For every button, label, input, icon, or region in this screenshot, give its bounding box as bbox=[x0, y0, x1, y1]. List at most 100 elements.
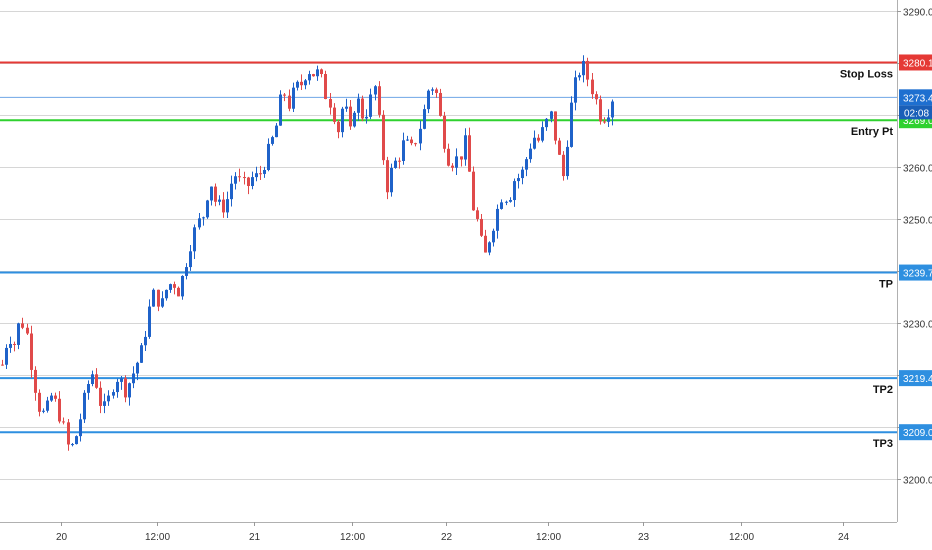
x-axis-ticks: 20 12:00 21 12:00 22 12:00 23 12:00 24 bbox=[56, 522, 850, 543]
candle-body bbox=[566, 146, 569, 177]
candle-body bbox=[128, 383, 131, 398]
level-label: TP2 bbox=[873, 384, 893, 396]
candle-body bbox=[144, 336, 147, 346]
candle-body bbox=[333, 107, 336, 122]
candle-body bbox=[517, 178, 520, 182]
candle-body bbox=[300, 81, 303, 86]
price-badge-text: 3209.0 bbox=[903, 428, 932, 439]
candle-body bbox=[62, 421, 65, 423]
candle-body bbox=[120, 378, 123, 382]
candle-body bbox=[99, 387, 102, 406]
candle-body bbox=[152, 289, 155, 307]
candle-body bbox=[492, 230, 495, 243]
candle-body bbox=[218, 199, 221, 202]
candle-body bbox=[488, 242, 491, 253]
candle-body bbox=[550, 111, 553, 119]
price-badge-text: 3269.0 bbox=[903, 116, 932, 127]
candle-body bbox=[38, 392, 41, 412]
candle-body bbox=[267, 143, 270, 170]
candle-body bbox=[537, 137, 540, 141]
candle-body bbox=[496, 208, 499, 231]
candle-body bbox=[349, 106, 352, 127]
candle-body bbox=[541, 127, 544, 141]
candle-body bbox=[5, 347, 8, 365]
candle-body bbox=[521, 169, 524, 179]
candle-body bbox=[230, 183, 233, 200]
level-label: TP3 bbox=[873, 438, 893, 450]
candles bbox=[1, 55, 614, 451]
candle-body bbox=[198, 218, 201, 228]
level-label: TP bbox=[879, 279, 893, 291]
candle-body bbox=[558, 140, 561, 155]
candle-body bbox=[210, 186, 213, 201]
level-lines bbox=[0, 61, 897, 434]
candle-body bbox=[308, 74, 311, 81]
x-tick-label: 24 bbox=[838, 532, 850, 543]
x-tick-label: 12:00 bbox=[729, 532, 754, 543]
candle-body bbox=[189, 251, 192, 268]
candle-body bbox=[410, 139, 413, 144]
y-tick-label: 3290.0 bbox=[903, 8, 932, 19]
candle-body bbox=[42, 410, 45, 412]
candle-body bbox=[181, 275, 184, 297]
candle-body bbox=[603, 121, 606, 123]
candle-body bbox=[509, 200, 512, 202]
candle-body bbox=[390, 167, 393, 193]
y-tick-label: 3230.0 bbox=[903, 320, 932, 331]
candle-body bbox=[406, 139, 409, 141]
candle-body bbox=[386, 160, 389, 193]
candle-body bbox=[439, 92, 442, 116]
candle-body bbox=[279, 94, 282, 126]
candle-body bbox=[202, 217, 205, 219]
y-tick-label: 3260.0 bbox=[903, 164, 932, 175]
candle-body bbox=[165, 289, 168, 299]
candle-body bbox=[591, 79, 594, 95]
candle-body bbox=[431, 89, 434, 91]
candle-body bbox=[132, 373, 135, 384]
candle-body bbox=[173, 284, 176, 288]
candle-body bbox=[423, 109, 426, 129]
candle-body bbox=[595, 94, 598, 100]
countdown-badge bbox=[899, 105, 932, 120]
candle-body bbox=[533, 137, 536, 149]
candle-body bbox=[341, 108, 344, 133]
y-axis-ticks: 3200.03210.03220.03230.03240.03250.03260… bbox=[897, 8, 932, 487]
y-tick-label: 3200.0 bbox=[903, 476, 932, 487]
candle-body bbox=[427, 90, 430, 110]
last-price-badge-text: 3273.4 bbox=[903, 93, 932, 104]
candle-body bbox=[468, 135, 471, 172]
candle-body bbox=[34, 369, 37, 393]
candle-body bbox=[374, 86, 377, 95]
candle-body bbox=[238, 176, 241, 178]
candle-body bbox=[58, 398, 61, 422]
candle-body bbox=[394, 160, 397, 168]
candle-body bbox=[116, 381, 119, 393]
candle-body bbox=[570, 102, 573, 147]
candle-body bbox=[611, 101, 614, 118]
candle-body bbox=[169, 284, 172, 290]
candle-body bbox=[574, 77, 577, 103]
x-tick-label: 20 bbox=[56, 532, 68, 543]
candle-body bbox=[443, 115, 446, 149]
candle-body bbox=[259, 173, 262, 175]
candle-body bbox=[185, 267, 188, 276]
x-tick-label: 12:00 bbox=[536, 532, 561, 543]
candle-body bbox=[382, 114, 385, 161]
candle-body bbox=[124, 378, 127, 398]
candle-body bbox=[234, 176, 237, 184]
candle-body bbox=[46, 400, 49, 411]
candle-body bbox=[275, 125, 278, 138]
candle-body bbox=[398, 160, 401, 162]
price-badge bbox=[899, 264, 932, 281]
candle-body bbox=[324, 73, 327, 100]
candle-body bbox=[136, 362, 139, 374]
price-badge-text: 3219.4 bbox=[903, 374, 932, 385]
candle-body bbox=[271, 137, 274, 144]
candle-body bbox=[17, 323, 20, 345]
candle-body bbox=[79, 419, 82, 437]
candle-body bbox=[505, 201, 508, 203]
candle-body bbox=[451, 165, 454, 168]
x-tick-label: 21 bbox=[249, 532, 261, 543]
